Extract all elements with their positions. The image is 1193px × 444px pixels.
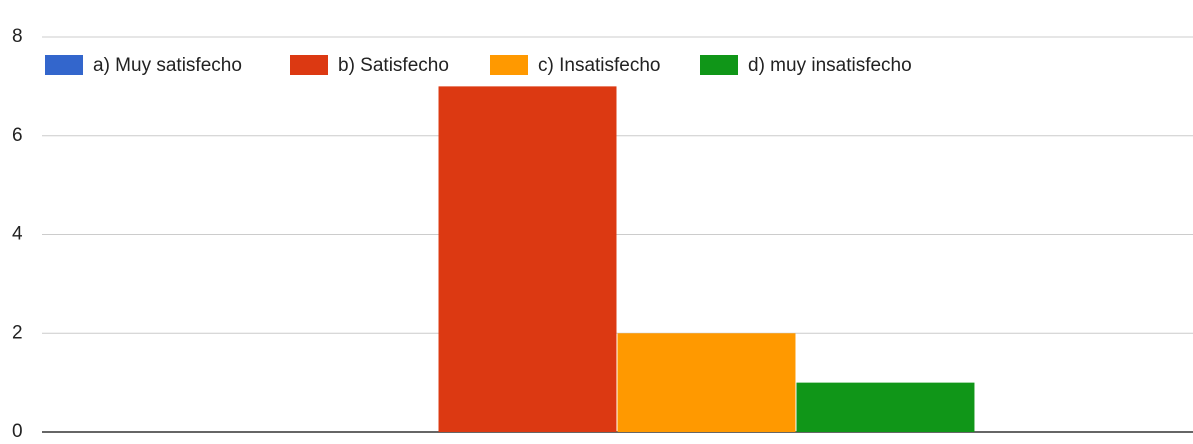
bar (438, 86, 617, 432)
y-tick-label: 4 (12, 224, 23, 245)
legend-swatch (45, 55, 83, 75)
legend-label: d) muy insatisfecho (748, 55, 912, 76)
y-tick-label: 8 (12, 26, 23, 47)
legend-swatch (490, 55, 528, 75)
legend-swatch (700, 55, 738, 75)
legend-swatch (290, 55, 328, 75)
legend-label: b) Satisfecho (338, 55, 449, 76)
y-tick-label: 6 (12, 125, 23, 146)
legend-label: c) Insatisfecho (538, 55, 661, 76)
bar (796, 382, 975, 432)
y-tick-label: 2 (12, 322, 23, 343)
y-tick-label: 0 (12, 421, 23, 442)
bar (617, 333, 796, 432)
legend-label: a) Muy satisfecho (93, 55, 242, 76)
